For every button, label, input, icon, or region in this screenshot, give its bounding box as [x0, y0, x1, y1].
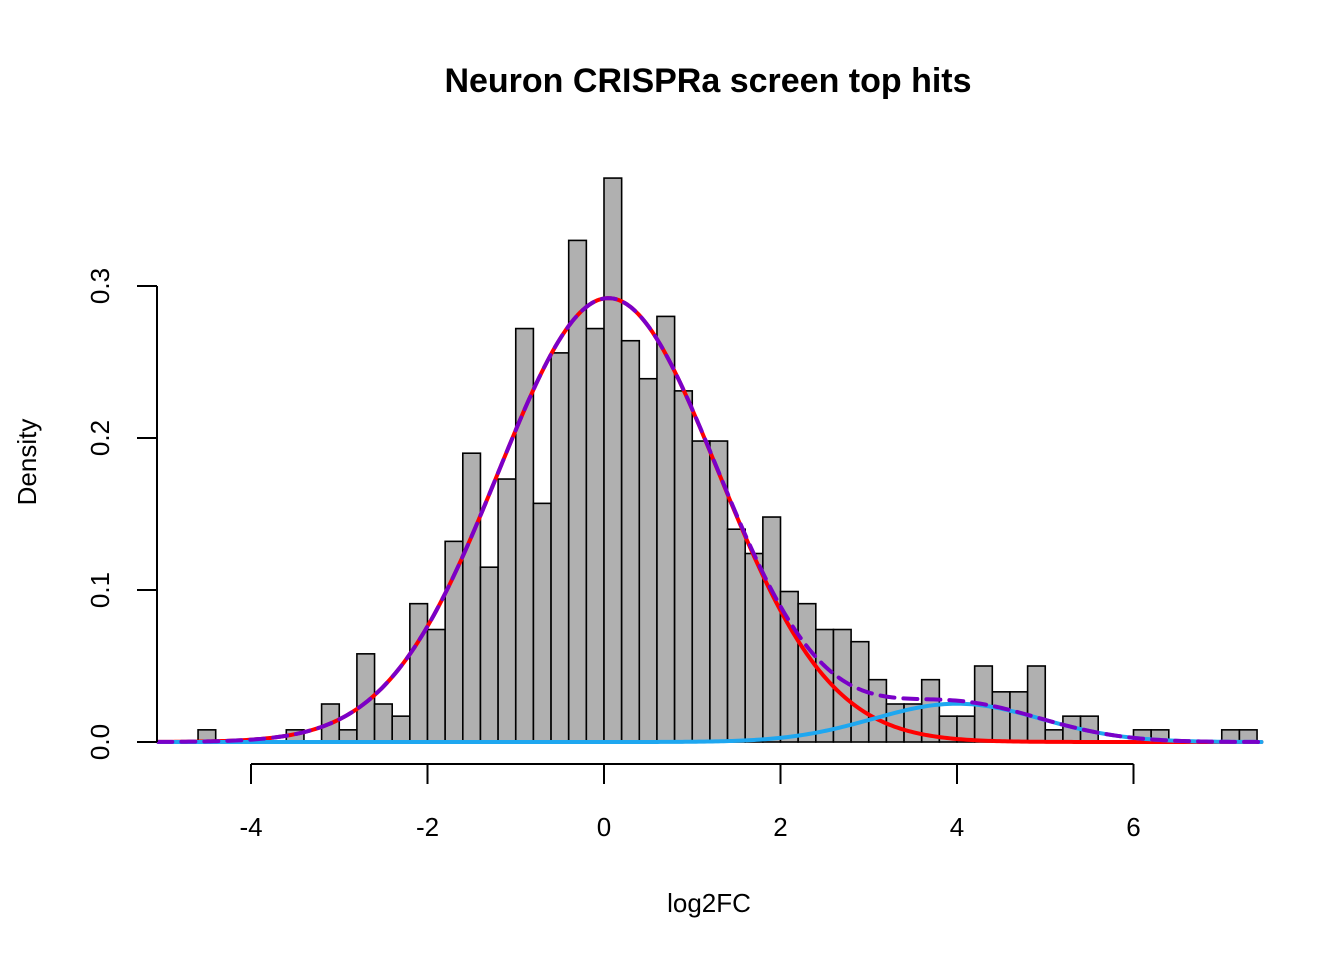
x-axis: -4 -2 0 2 4 6: [239, 763, 1141, 842]
histogram-bar: [867, 678, 888, 743]
x-axis-label: log2FC: [667, 888, 751, 918]
histogram-bar: [656, 315, 676, 743]
histogram-bar: [550, 352, 570, 743]
histogram-bar: [532, 502, 552, 743]
histogram-bar: [1026, 665, 1047, 743]
y-axis-label: Density: [12, 419, 42, 506]
histogram-bar: [603, 177, 623, 743]
histogram-bar: [409, 602, 429, 743]
x-tick-label: -2: [416, 812, 439, 842]
y-tick-label: 0.0: [85, 724, 115, 760]
histogram-bar: [373, 703, 393, 743]
density-curves: [156, 296, 1264, 744]
histogram-bar: [426, 628, 446, 743]
histogram-bar: [497, 478, 517, 743]
x-tick-label: 6: [1126, 812, 1140, 842]
histogram-bar: [514, 327, 535, 743]
chart-title: Neuron CRISPRa screen top hits: [444, 62, 971, 100]
x-tick-label: 0: [597, 812, 611, 842]
second-component-curve: [156, 701, 1264, 744]
x-tick-label: 4: [950, 812, 964, 842]
mixture-density-curve: [156, 296, 1264, 744]
y-tick-label: 0.3: [85, 268, 115, 304]
histogram-bar: [691, 440, 711, 743]
x-tick-label: 2: [773, 812, 787, 842]
histogram-bar: [991, 691, 1011, 743]
histogram-bar: [797, 602, 817, 743]
y-tick-label: 0.1: [85, 572, 115, 608]
histogram-bar: [762, 516, 782, 743]
histogram-bar: [1009, 691, 1029, 743]
x-tick-label: -4: [239, 812, 262, 842]
histogram-bar: [620, 339, 641, 743]
histogram-bar: [391, 715, 411, 743]
histogram-bar: [638, 377, 658, 743]
histogram-bar: [479, 566, 499, 743]
histogram-bar: [744, 552, 764, 743]
y-tick-label: 0.2: [85, 420, 115, 456]
y-axis: 0.0 0.1 0.2 0.3: [85, 268, 158, 760]
histogram-bar: [585, 327, 605, 743]
histogram-bar: [673, 390, 694, 743]
histogram-bar: [920, 678, 941, 743]
histogram-bar: [461, 452, 482, 743]
histogram-bar: [726, 528, 746, 743]
histogram-bars: [197, 177, 1258, 743]
